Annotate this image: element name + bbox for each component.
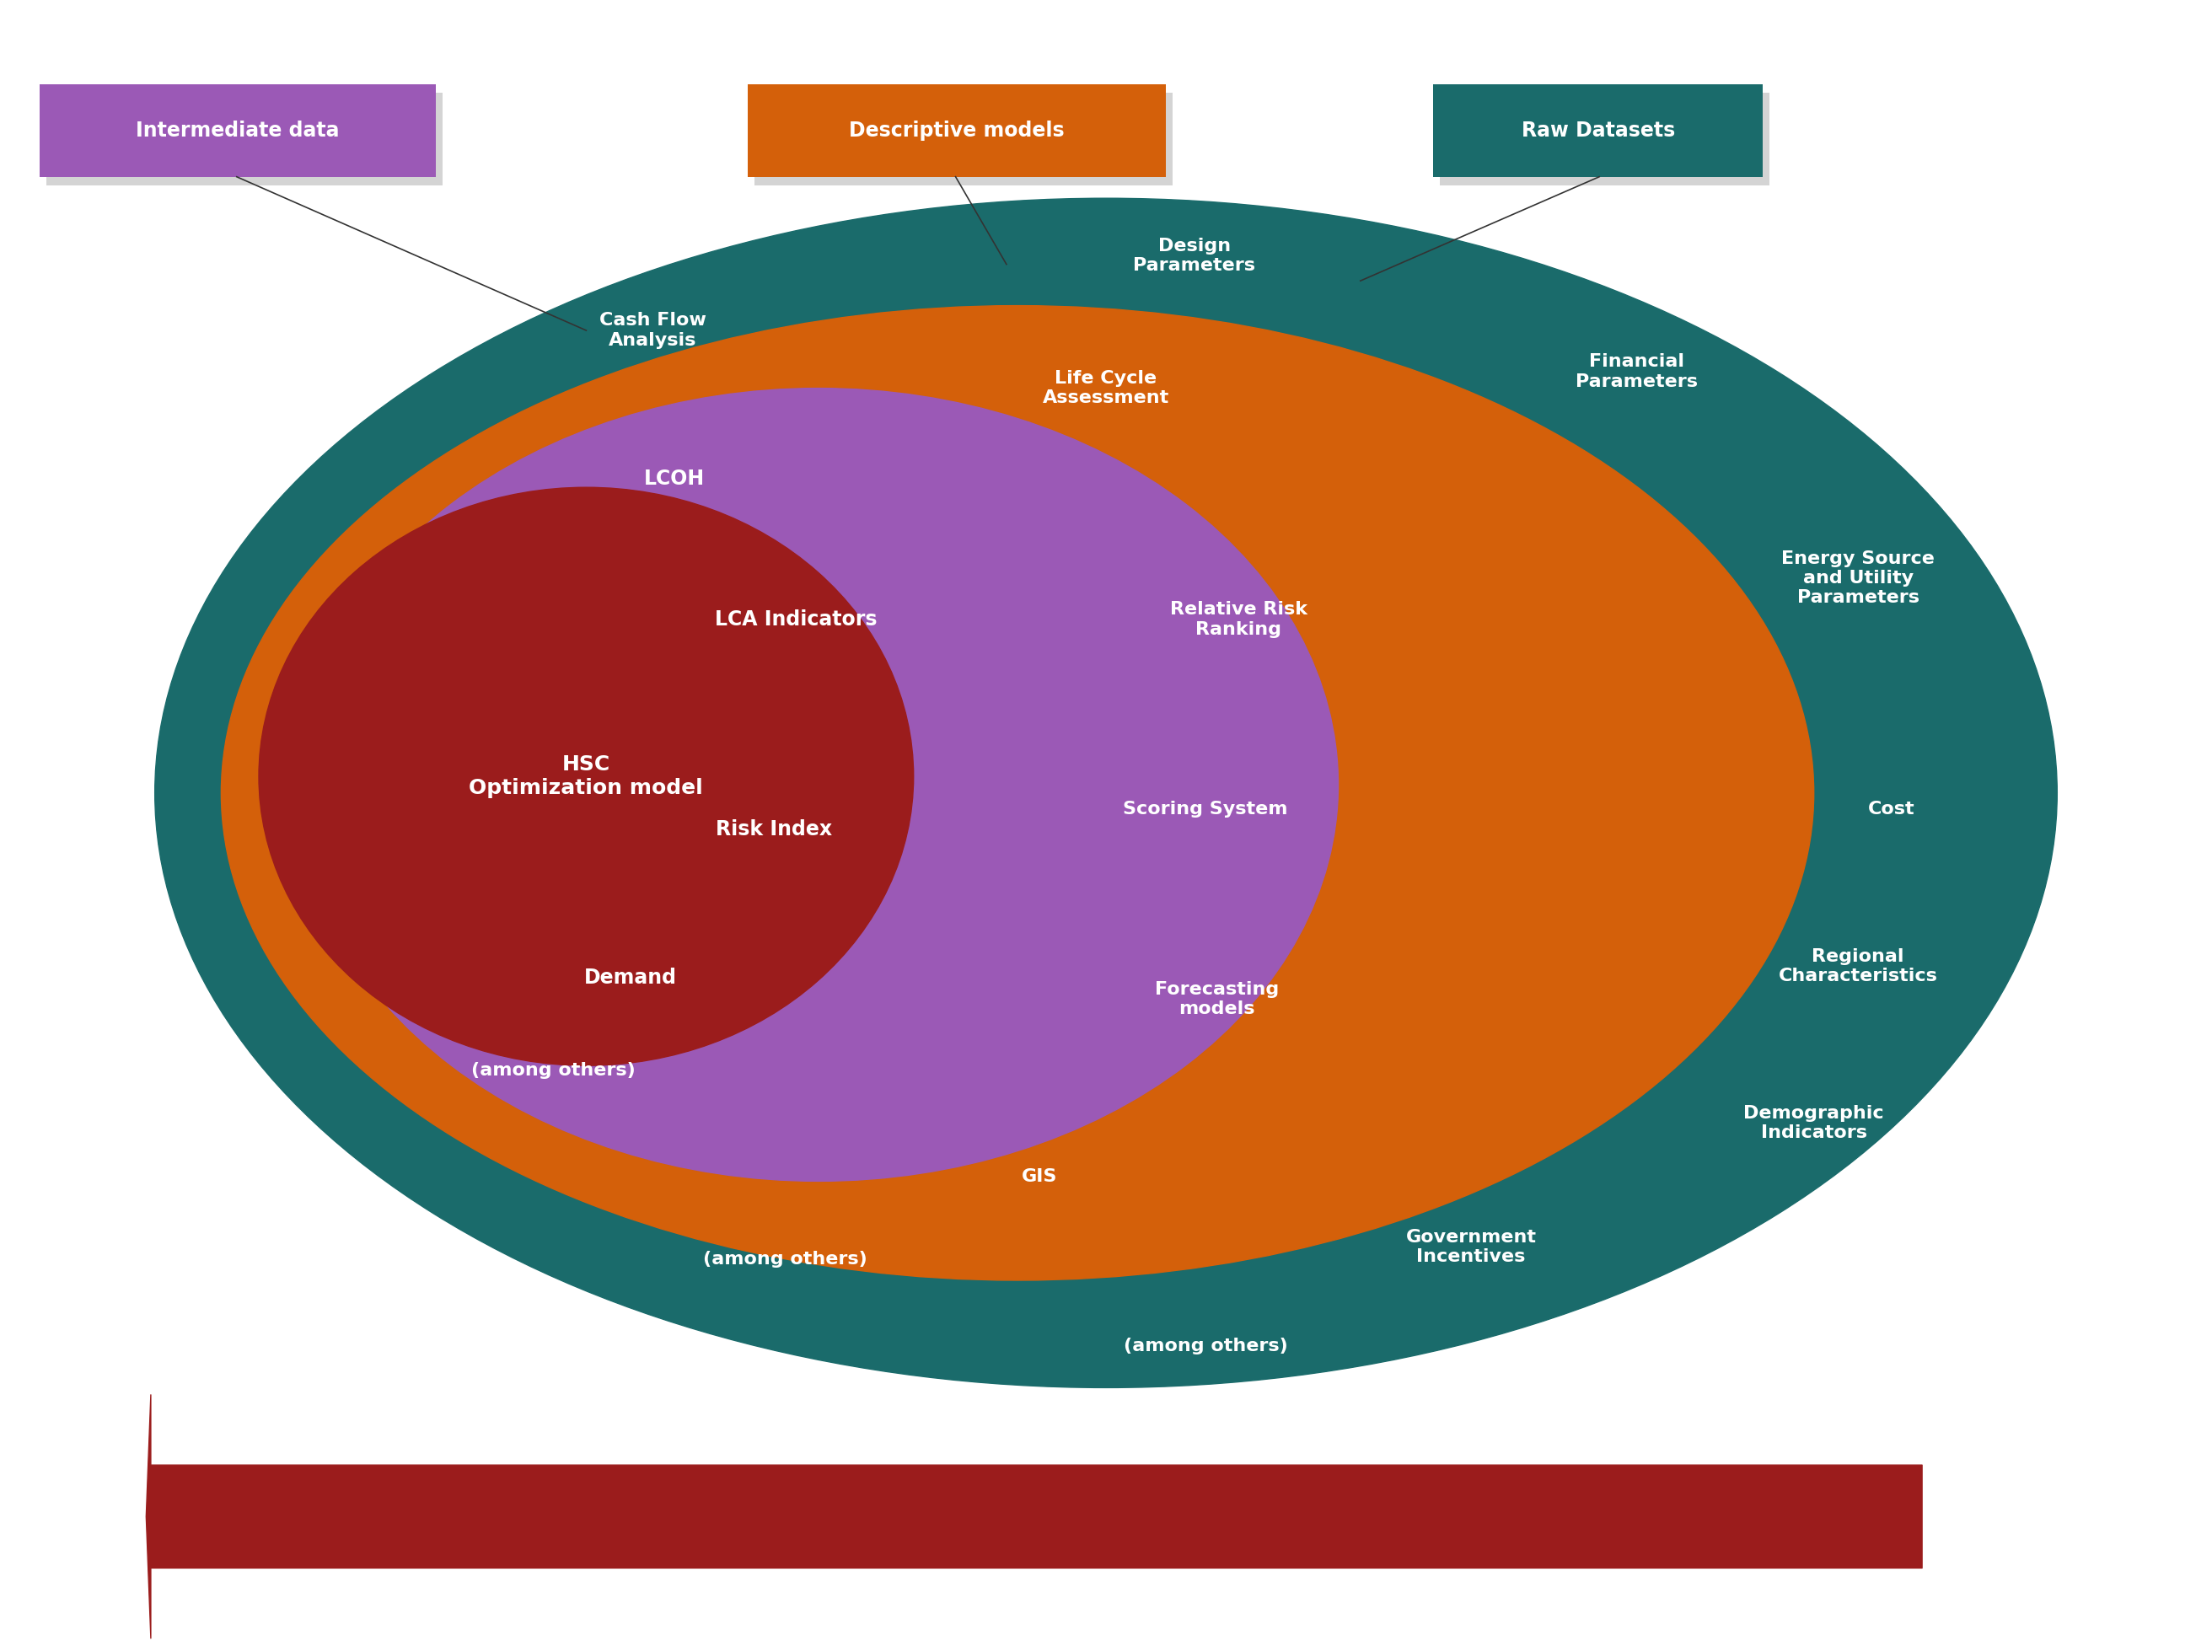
FancyBboxPatch shape <box>40 84 436 177</box>
Text: Life Cycle
Assessment: Life Cycle Assessment <box>1042 370 1170 406</box>
Text: Regional
Characteristics: Regional Characteristics <box>1778 948 1938 985</box>
FancyBboxPatch shape <box>1433 84 1763 177</box>
Text: Intermediate data: Intermediate data <box>135 121 341 140</box>
Text: (among others): (among others) <box>1124 1338 1287 1355</box>
FancyBboxPatch shape <box>46 93 442 185</box>
Text: Energy Source
and Utility
Parameters: Energy Source and Utility Parameters <box>1781 550 1936 606</box>
Text: Risk Index: Risk Index <box>717 819 832 839</box>
FancyBboxPatch shape <box>748 84 1166 177</box>
Ellipse shape <box>259 487 914 1066</box>
Ellipse shape <box>155 198 2057 1388</box>
Text: Descriptive models: Descriptive models <box>849 121 1064 140</box>
FancyBboxPatch shape <box>754 93 1172 185</box>
Text: Demand: Demand <box>584 968 677 988</box>
Text: (among others): (among others) <box>471 1062 635 1079</box>
FancyBboxPatch shape <box>1440 93 1770 185</box>
Ellipse shape <box>299 388 1338 1181</box>
Text: LCOH: LCOH <box>644 469 706 489</box>
Text: Relative Risk
Ranking: Relative Risk Ranking <box>1170 601 1307 638</box>
Text: Demographic
Indicators: Demographic Indicators <box>1743 1105 1885 1142</box>
Text: Raw Datasets: Raw Datasets <box>1522 121 1674 140</box>
Text: GIS: GIS <box>1022 1168 1057 1184</box>
Text: Design
Parameters: Design Parameters <box>1133 238 1256 274</box>
Ellipse shape <box>221 306 1814 1280</box>
Text: LCA Indicators: LCA Indicators <box>714 610 878 629</box>
Text: Financial
Parameters: Financial Parameters <box>1575 354 1699 390</box>
Text: Scoring System: Scoring System <box>1124 801 1287 818</box>
Text: (among others): (among others) <box>703 1251 867 1267</box>
Text: Government
Incentives: Government Incentives <box>1405 1229 1537 1265</box>
Text: Cost: Cost <box>1867 801 1916 818</box>
Text: Cash Flow
Analysis: Cash Flow Analysis <box>599 312 706 349</box>
Text: Forecasting
models: Forecasting models <box>1155 981 1279 1018</box>
Text: HSC
Optimization model: HSC Optimization model <box>469 755 703 798</box>
